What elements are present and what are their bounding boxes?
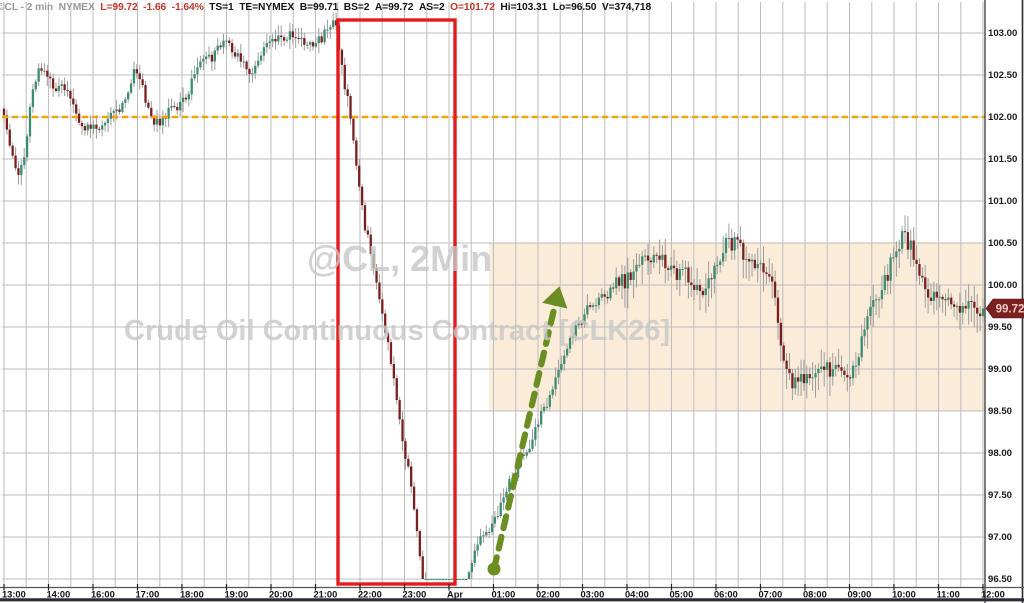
svg-text:99.72: 99.72 bbox=[996, 304, 1024, 316]
svg-text:98.00: 98.00 bbox=[988, 448, 1012, 459]
svg-text:01:00: 01:00 bbox=[492, 590, 516, 600]
svg-text:@CL, 2Min: @CL, 2Min bbox=[307, 238, 492, 279]
svg-text:13:00: 13:00 bbox=[2, 590, 26, 600]
svg-text:10:00: 10:00 bbox=[892, 590, 916, 600]
svg-text:100.50: 100.50 bbox=[988, 238, 1017, 249]
svg-text:97.00: 97.00 bbox=[988, 532, 1012, 543]
svg-text:101.50: 101.50 bbox=[988, 154, 1017, 165]
svg-text:100.00: 100.00 bbox=[988, 280, 1017, 291]
svg-text:20:00: 20:00 bbox=[269, 590, 293, 600]
svg-text:04:00: 04:00 bbox=[625, 590, 649, 600]
svg-text:19:00: 19:00 bbox=[225, 590, 249, 600]
svg-text:103.00: 103.00 bbox=[988, 28, 1017, 39]
svg-text:22:00: 22:00 bbox=[358, 590, 382, 600]
svg-text:Apr: Apr bbox=[447, 590, 463, 600]
svg-text:09:00: 09:00 bbox=[848, 590, 872, 600]
svg-text:96.50: 96.50 bbox=[988, 574, 1012, 585]
svg-text:14:00: 14:00 bbox=[47, 590, 71, 600]
svg-text:16:00: 16:00 bbox=[91, 590, 115, 600]
svg-text:97.50: 97.50 bbox=[988, 490, 1012, 501]
svg-text:99.00: 99.00 bbox=[988, 364, 1012, 375]
svg-text:102.00: 102.00 bbox=[988, 112, 1017, 123]
svg-text:21:00: 21:00 bbox=[314, 590, 338, 600]
svg-text:Crude Oil Continuous Contract: Crude Oil Continuous Contract [CLK26] bbox=[124, 315, 670, 347]
svg-text:102.50: 102.50 bbox=[988, 70, 1017, 81]
svg-text:03:00: 03:00 bbox=[581, 590, 605, 600]
svg-text:101.00: 101.00 bbox=[988, 196, 1017, 207]
svg-text:06:00: 06:00 bbox=[714, 590, 738, 600]
svg-text:17:00: 17:00 bbox=[136, 590, 160, 600]
svg-text:11:00: 11:00 bbox=[937, 590, 960, 600]
svg-text:08:00: 08:00 bbox=[803, 590, 827, 600]
svg-text:98.50: 98.50 bbox=[988, 406, 1012, 417]
svg-text:05:00: 05:00 bbox=[670, 590, 694, 600]
svg-text:18:00: 18:00 bbox=[180, 590, 204, 600]
svg-text:07:00: 07:00 bbox=[759, 590, 783, 600]
svg-text:12:00: 12:00 bbox=[981, 590, 1005, 600]
svg-text:23:00: 23:00 bbox=[403, 590, 427, 600]
svg-text:99.50: 99.50 bbox=[988, 322, 1012, 333]
svg-text:02:00: 02:00 bbox=[536, 590, 560, 600]
